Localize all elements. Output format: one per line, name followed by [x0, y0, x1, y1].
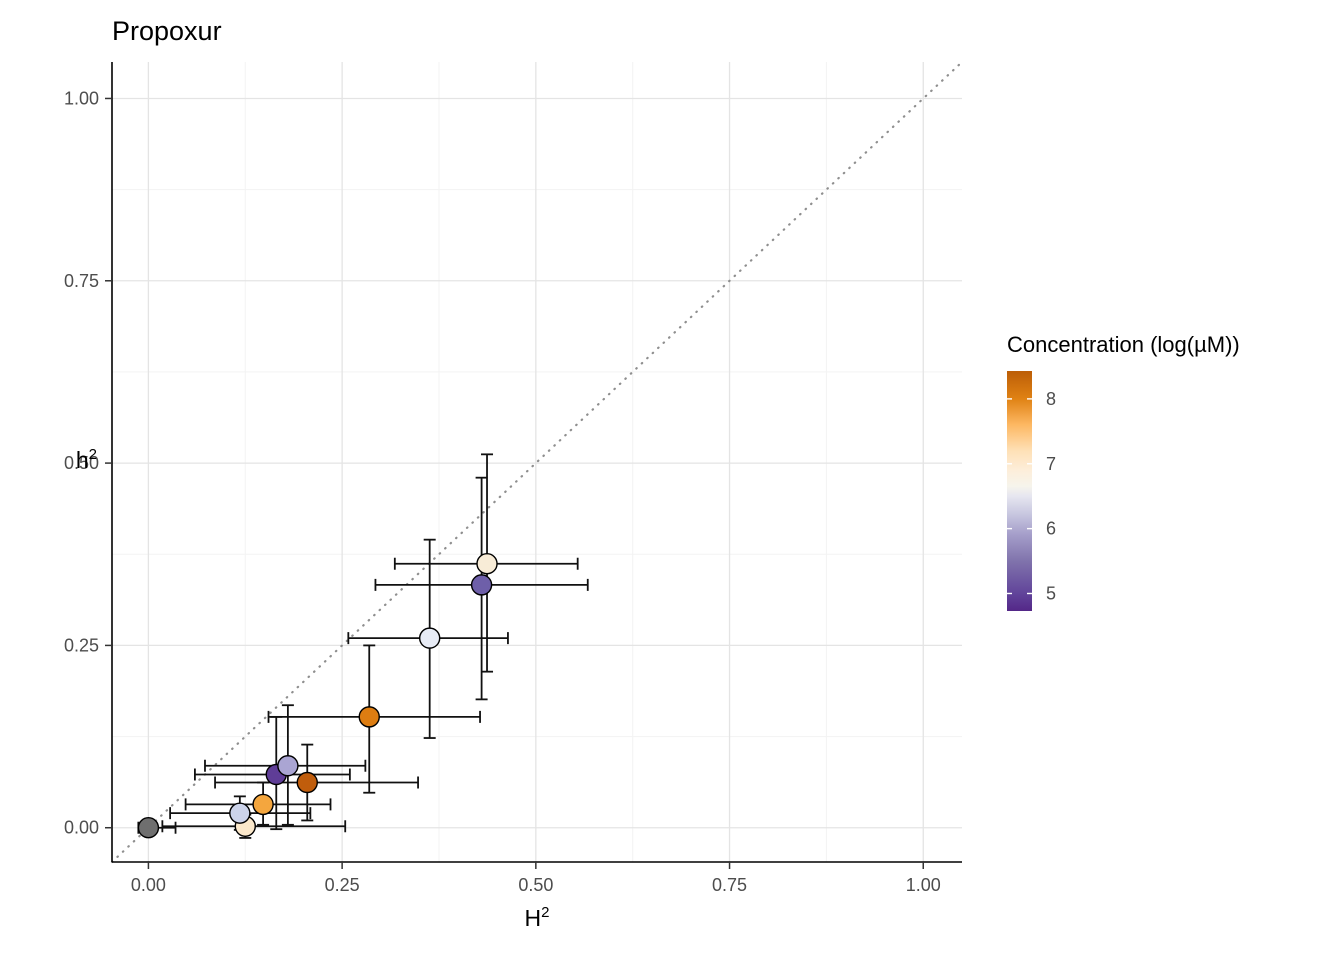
legend-colorbar: Concentration (log(µM)) 5 6 7 8: [1007, 332, 1240, 611]
x-axis-label-base: H: [525, 905, 542, 931]
x-tick-label: 0.25: [325, 875, 360, 895]
y-tick-label: 0.50: [64, 453, 99, 473]
y-tick-label: 1.00: [64, 88, 99, 108]
data-point: [476, 553, 498, 575]
identity-line: [110, 60, 964, 864]
x-axis-label-superscript: 2: [541, 904, 549, 921]
legend-title: Concentration (log(µM)): [1007, 332, 1240, 357]
chart-title: Propoxur: [112, 16, 222, 46]
data-point: [229, 802, 251, 824]
data-points: [137, 553, 498, 839]
legend-gradient-bar: [1007, 371, 1032, 611]
y-tick-label: 0.75: [64, 271, 99, 291]
x-tick-labels: 0.00 0.25 0.50 0.75 1.00: [131, 875, 941, 895]
data-point: [418, 627, 441, 649]
legend-tick-label: 8: [1046, 389, 1056, 409]
y-axis-label-base: h: [76, 447, 89, 473]
x-tick-label: 0.00: [131, 875, 166, 895]
legend-tick-label: 6: [1046, 519, 1056, 539]
data-point: [137, 817, 160, 839]
x-axis-label: H2: [525, 904, 550, 931]
y-tick-labels: 0.00 0.25 0.50 0.75 1.00: [64, 88, 99, 837]
legend-tick-labels: 5 6 7 8: [1046, 389, 1056, 604]
legend-ticks: [1007, 398, 1032, 595]
y-axis-label: h2: [76, 446, 97, 473]
x-tick-label: 0.75: [712, 875, 747, 895]
legend-tick-label: 5: [1046, 583, 1056, 603]
data-point: [252, 793, 274, 816]
legend-tick-label: 7: [1046, 454, 1056, 474]
data-point: [277, 755, 299, 777]
y-tick-label: 0.25: [64, 635, 99, 655]
x-tick-label: 1.00: [906, 875, 941, 895]
gridlines: [112, 62, 962, 862]
identity-line-segment: [110, 60, 964, 864]
data-point: [358, 706, 380, 728]
y-axis-label-superscript: 2: [89, 446, 97, 463]
y-tick-label: 0.00: [64, 818, 99, 838]
data-point: [470, 574, 493, 596]
data-point: [296, 771, 318, 794]
axes: [105, 62, 962, 869]
error-bars: [137, 453, 589, 839]
x-tick-label: 0.50: [518, 875, 553, 895]
